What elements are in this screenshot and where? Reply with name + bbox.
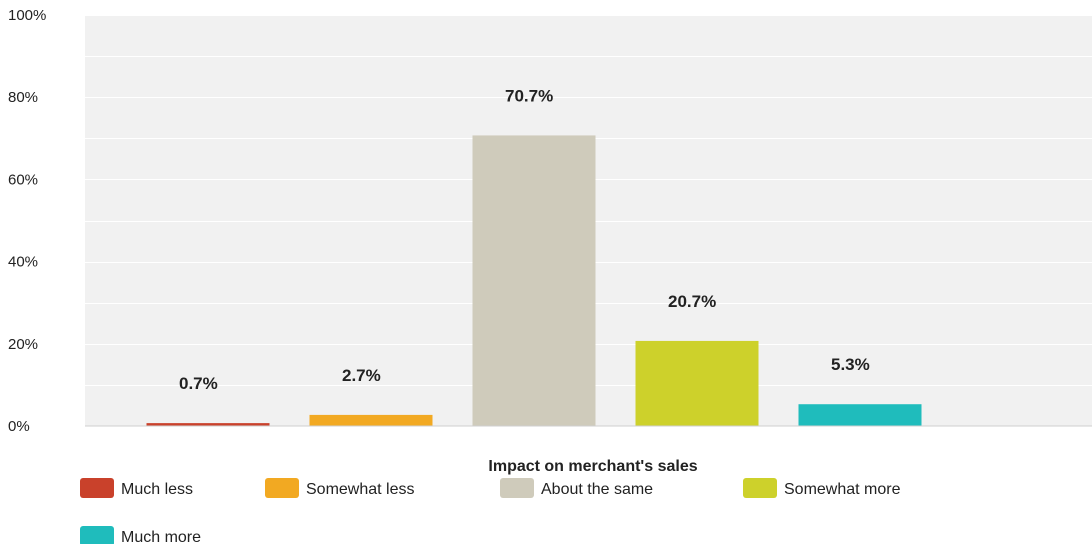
data-label: 2.7% bbox=[342, 366, 381, 385]
bars bbox=[146, 135, 922, 426]
legend-swatch bbox=[80, 478, 114, 498]
x-axis-title: Impact on merchant's sales bbox=[488, 458, 697, 475]
data-labels: 0.7% 2.7% 70.7% 20.7% 5.3% bbox=[179, 86, 870, 393]
legend-label: Much less bbox=[121, 481, 193, 498]
legend-swatch bbox=[80, 526, 114, 544]
data-label: 70.7% bbox=[505, 86, 553, 105]
y-tick-label: 20% bbox=[8, 336, 38, 353]
legend-label: Somewhat less bbox=[306, 481, 415, 498]
legend-swatch bbox=[743, 478, 777, 498]
data-label: 5.3% bbox=[831, 355, 870, 374]
bar bbox=[798, 404, 922, 426]
y-tick-label: 100% bbox=[8, 7, 46, 24]
y-tick-label: 80% bbox=[8, 89, 38, 106]
bar bbox=[472, 135, 596, 426]
y-tick-label: 40% bbox=[8, 254, 38, 271]
legend: Much less Somewhat less About the same Some… bbox=[80, 478, 901, 544]
legend-label: Somewhat more bbox=[784, 481, 901, 498]
legend-swatch bbox=[500, 478, 534, 498]
bar bbox=[635, 340, 759, 426]
data-label: 20.7% bbox=[668, 292, 716, 311]
bar bbox=[309, 414, 433, 426]
y-tick-label: 0% bbox=[8, 418, 30, 435]
y-axis: 0% 20% 40% 60% 80% 100% bbox=[8, 7, 46, 435]
data-label: 0.7% bbox=[179, 374, 218, 393]
legend-label: Much more bbox=[121, 529, 201, 544]
legend-label: About the same bbox=[541, 481, 653, 498]
y-tick-label: 60% bbox=[8, 171, 38, 188]
legend-swatch bbox=[265, 478, 299, 498]
bar bbox=[146, 423, 270, 426]
